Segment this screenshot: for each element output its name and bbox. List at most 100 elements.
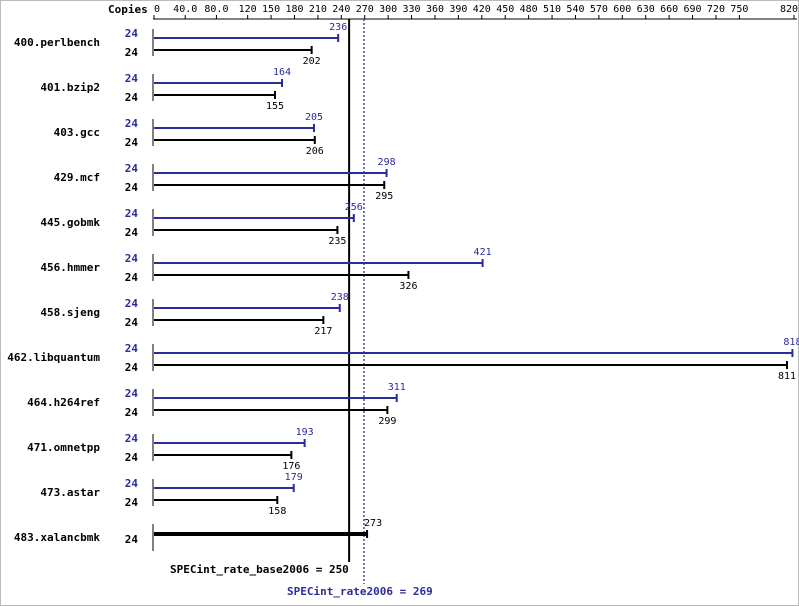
category-label: 462.libquantum [7, 351, 100, 364]
bar [154, 274, 409, 276]
x-tick-label: 80.0 [204, 4, 228, 15]
x-tick-label: 150 [262, 4, 280, 15]
bar [154, 262, 483, 264]
x-tick-label: 180 [285, 4, 303, 15]
value-label: 155 [266, 101, 284, 112]
bar [154, 319, 324, 321]
bar [154, 184, 385, 186]
category-label: 429.mcf [54, 171, 100, 184]
x-tick-label: 270 [356, 4, 374, 15]
x-tick-label: 510 [543, 4, 561, 15]
copies-label: 24 [125, 136, 139, 149]
value-label: 818 [783, 337, 799, 348]
category-label: 456.hmmer [40, 261, 100, 274]
value-label: 217 [314, 326, 332, 337]
copies-label: 24 [125, 342, 139, 355]
category-label: 458.sjeng [40, 306, 100, 319]
category-label: 483.xalancbmk [14, 531, 100, 544]
x-tick-label: 300 [379, 4, 397, 15]
category-label: 403.gcc [54, 126, 100, 139]
reference-label: SPECint_rate2006 = 269 [287, 585, 433, 598]
value-label: 158 [268, 506, 286, 517]
x-tick-label: 540 [566, 4, 584, 15]
x-tick-label: 210 [309, 4, 327, 15]
bar [154, 229, 338, 231]
value-label: 176 [282, 461, 300, 472]
category-label: 471.omnetpp [27, 441, 100, 454]
bar [154, 397, 397, 399]
copies-label: 24 [125, 181, 139, 194]
x-tick-label: 120 [239, 4, 257, 15]
copies-label: 24 [125, 226, 139, 239]
copies-label: 24 [125, 271, 139, 284]
x-tick-label: 420 [473, 4, 491, 15]
x-tick-label: 630 [637, 4, 655, 15]
bar [154, 454, 292, 456]
bar [154, 307, 340, 309]
bar [154, 442, 305, 444]
x-tick-label: 750 [730, 4, 748, 15]
copies-header: Copies [108, 3, 148, 16]
value-label: 238 [331, 292, 349, 303]
bar [154, 532, 368, 536]
copies-label: 24 [125, 387, 139, 400]
category-label: 464.h264ref [27, 396, 100, 409]
copies-label: 24 [125, 316, 139, 329]
bar [154, 49, 312, 51]
copies-label: 24 [125, 406, 139, 419]
category-label: 445.gobmk [40, 216, 100, 229]
bar [154, 217, 354, 219]
x-tick-label: 390 [449, 4, 467, 15]
value-label: 235 [328, 236, 346, 247]
x-tick-label: 0 [154, 4, 160, 15]
x-tick-label: 720 [707, 4, 725, 15]
value-label: 193 [296, 427, 314, 438]
category-label: 473.astar [40, 486, 100, 499]
bar [154, 352, 793, 354]
value-label: 164 [273, 67, 291, 78]
bar [154, 139, 315, 141]
value-label: 311 [388, 382, 406, 393]
x-tick-label: 480 [520, 4, 538, 15]
category-label: 401.bzip2 [40, 81, 100, 94]
value-label: 273 [364, 518, 382, 529]
x-tick-label: 330 [403, 4, 421, 15]
copies-label: 24 [125, 432, 139, 445]
copies-label: 24 [125, 27, 139, 40]
copies-label: 24 [125, 91, 139, 104]
x-tick-label: 240 [332, 4, 350, 15]
copies-label: 24 [125, 496, 139, 509]
x-tick-label: 40.0 [173, 4, 197, 15]
bar [154, 37, 339, 39]
value-label: 421 [474, 247, 492, 258]
copies-label: 24 [125, 477, 139, 490]
value-label: 179 [285, 472, 303, 483]
value-label: 205 [305, 112, 323, 123]
x-tick-label: 450 [496, 4, 514, 15]
x-tick-label: 820 [780, 4, 798, 15]
value-label: 326 [399, 281, 417, 292]
x-tick-label: 660 [660, 4, 678, 15]
copies-label: 24 [125, 297, 139, 310]
bar [154, 487, 294, 489]
copies-label: 24 [125, 117, 139, 130]
value-label: 811 [778, 371, 796, 382]
copies-label: 24 [125, 252, 139, 265]
bar [154, 94, 275, 96]
bar [154, 127, 314, 129]
bar [154, 364, 787, 366]
value-label: 298 [378, 157, 396, 168]
value-label: 256 [345, 202, 363, 213]
bar [154, 409, 388, 411]
x-tick-label: 600 [613, 4, 631, 15]
copies-label: 24 [125, 533, 139, 546]
x-tick-label: 360 [426, 4, 444, 15]
value-label: 299 [378, 416, 396, 427]
copies-label: 24 [125, 207, 139, 220]
bar [154, 172, 387, 174]
value-label: 295 [375, 191, 393, 202]
bar [154, 82, 282, 84]
x-tick-label: 570 [590, 4, 608, 15]
